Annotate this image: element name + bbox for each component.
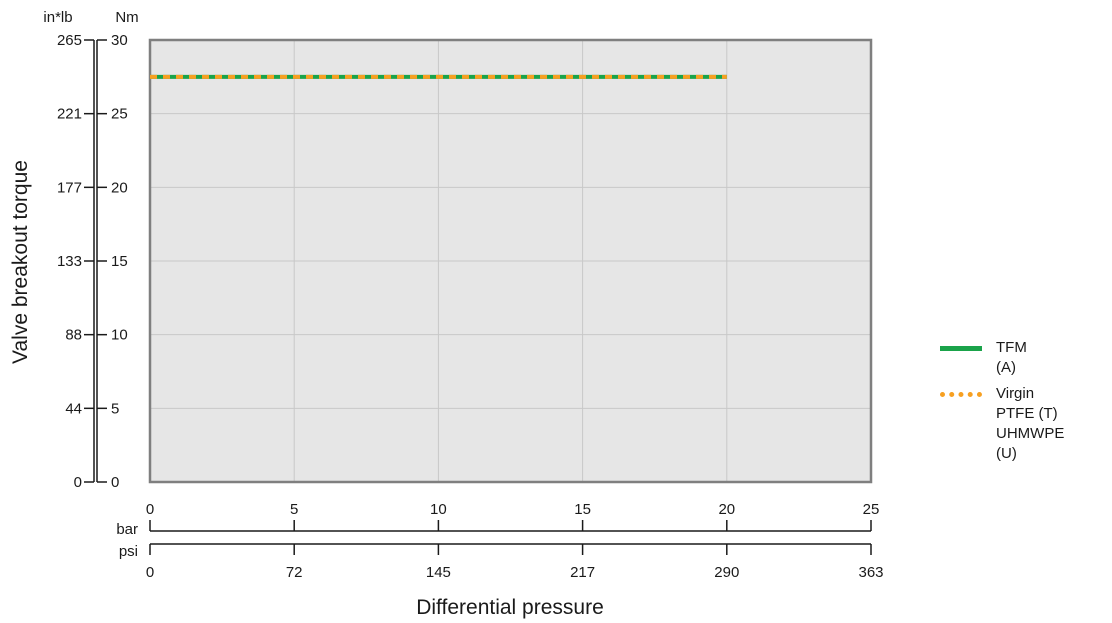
y-tick-label-nm: 5	[111, 400, 119, 417]
x-tick-label-bar: 0	[146, 501, 154, 518]
x-tick-label-psi: 290	[714, 564, 739, 581]
x-tick-label-bar: 5	[290, 501, 298, 518]
y-tick-label-inlb: 177	[57, 179, 82, 196]
x-tick-label-psi: 0	[146, 564, 154, 581]
x-tick-label-bar: 15	[574, 501, 591, 518]
x-tick-label-psi: 217	[570, 564, 595, 581]
x-tick-label-bar: 20	[718, 501, 735, 518]
x-tick-label-psi: 363	[858, 564, 883, 581]
y-tick-label-inlb: 0	[74, 474, 82, 491]
y-tick-label-nm: 30	[111, 32, 128, 49]
x-tick-label-bar: 10	[430, 501, 447, 518]
y-tick-label-nm: 15	[111, 253, 128, 270]
x-tick-label-bar: 25	[863, 501, 880, 518]
y-unit-nm: Nm	[115, 9, 138, 26]
x-unit-bar: bar	[116, 521, 138, 538]
x-axis-title: Differential pressure	[416, 596, 604, 619]
y-tick-label-inlb: 265	[57, 32, 82, 49]
y-tick-label-nm: 25	[111, 106, 128, 123]
x-tick-label-psi: 145	[426, 564, 451, 581]
legend-swatch-tfm	[940, 346, 982, 351]
x-tick-label-psi: 72	[286, 564, 303, 581]
x-unit-psi: psi	[119, 543, 138, 560]
legend-label-ptfe-line2: UHMWPE (U)	[996, 425, 1065, 462]
y-tick-label-inlb: 133	[57, 253, 82, 270]
legend-swatch-ptfe	[940, 392, 982, 397]
y-tick-label-nm: 0	[111, 474, 119, 491]
legend-label-tfm-text: TFM (A)	[996, 339, 1027, 376]
plot-frame	[148, 38, 873, 484]
y-tick-label-inlb: 221	[57, 106, 82, 123]
legend-label-ptfe-line1: Virgin PTFE (T)	[996, 385, 1058, 422]
legend-label-tfm: TFM (A)	[996, 338, 1027, 378]
y-tick-label-inlb: 88	[65, 327, 82, 344]
legend-label-ptfe: Virgin PTFE (T) UHMWPE (U)	[996, 384, 1064, 464]
y-tick-label-inlb: 44	[65, 400, 82, 417]
y-axis-title: Valve breakout torque	[9, 160, 32, 364]
y-unit-inlb: in*lb	[43, 9, 72, 26]
y-tick-label-nm: 20	[111, 179, 128, 196]
y-tick-label-nm: 10	[111, 327, 128, 344]
